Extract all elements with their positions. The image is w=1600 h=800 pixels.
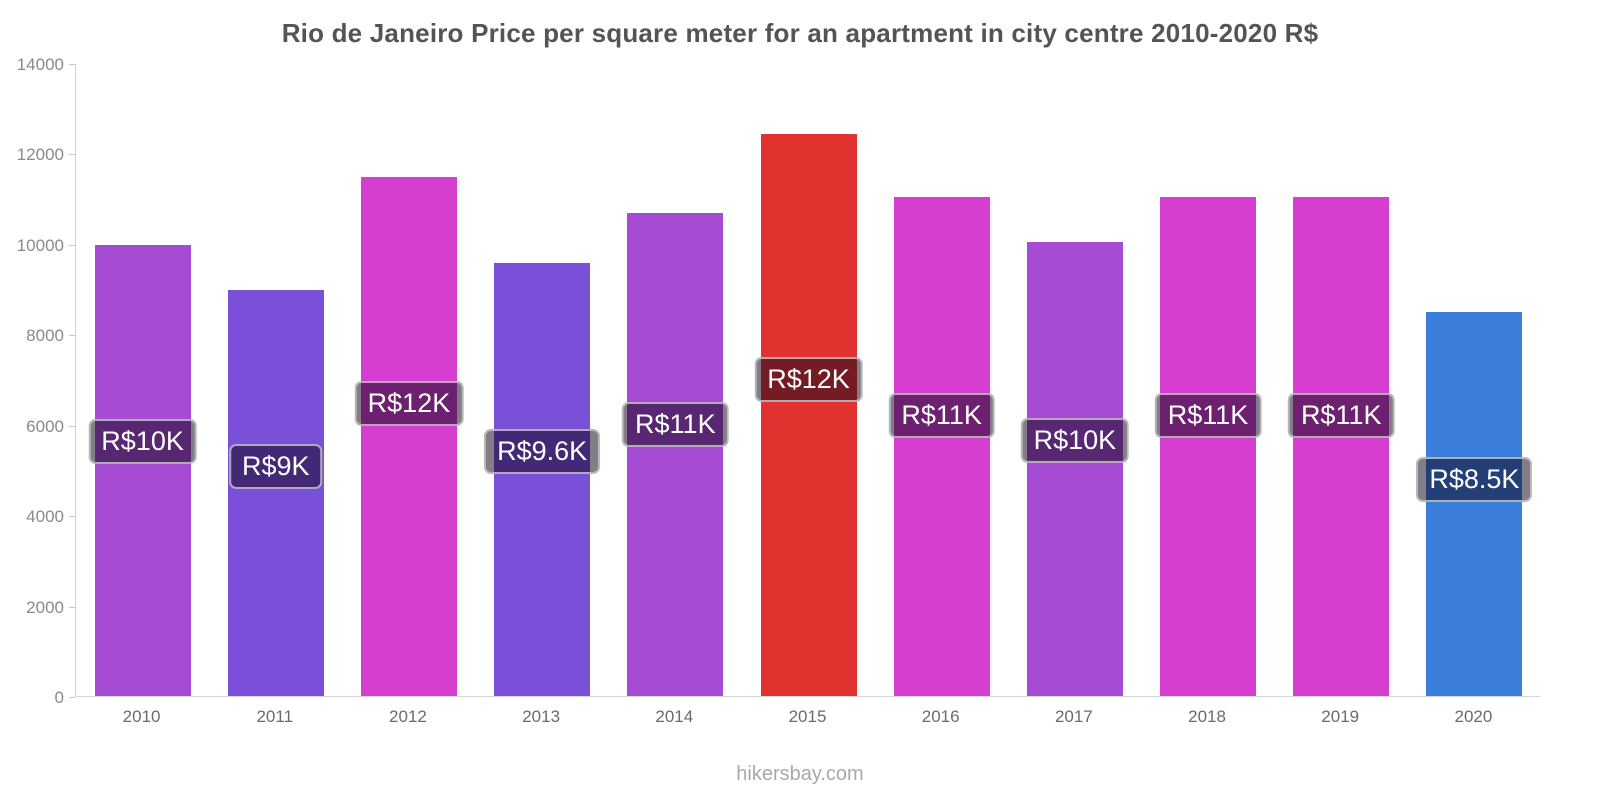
y-axis-tick-label: 4000 — [26, 507, 64, 527]
x-axis-label: 2020 — [1454, 707, 1493, 726]
bar-value-label: R$9.6K — [484, 429, 601, 475]
x-axis-label: 2012 — [389, 707, 427, 726]
y-axis-tick-label: 10000 — [16, 235, 64, 255]
bar-2010: R$10K — [88, 244, 197, 696]
bar-value-label: R$11K — [888, 392, 995, 438]
y-axis-tick-mark — [69, 64, 75, 65]
y-axis-tick-label: 8000 — [26, 326, 64, 346]
y-axis-tick-mark — [69, 244, 75, 246]
bar-2016: R$11K — [888, 197, 995, 696]
bar-2013: R$9.6K — [484, 262, 601, 696]
x-axis-label: 2014 — [655, 707, 694, 726]
y-axis-tick-label: 0 — [54, 688, 64, 707]
y-axis-tick-mark — [69, 516, 75, 518]
chart-title: Rio de Janeiro Price per square meter fo… — [281, 18, 1319, 48]
bar-2018: R$11K — [1154, 197, 1262, 696]
bar-value-label: R$10K — [88, 419, 197, 465]
footer-watermark: hikersbay.com — [736, 763, 864, 785]
bar-value-label: R$11K — [622, 401, 729, 447]
y-axis-tick-mark — [69, 697, 75, 698]
y-axis-tick-label: 6000 — [26, 416, 64, 436]
x-axis-label: 2016 — [921, 707, 960, 726]
y-axis-tick-mark — [69, 606, 75, 608]
y-axis-tick-mark — [69, 425, 75, 427]
y-axis-tick-label: 12000 — [16, 145, 64, 165]
bar-2019: R$11K — [1287, 197, 1395, 696]
y-axis-tick-label: 14000 — [16, 55, 64, 74]
bar-2017: R$10K — [1020, 242, 1130, 696]
y-axis-tick-mark — [69, 335, 75, 337]
x-axis-label: 2019 — [1321, 707, 1360, 726]
bar-2020: R$8.5K — [1416, 312, 1533, 696]
bar-value-label: R$12K — [354, 381, 464, 427]
bar-value-label: R$11K — [1287, 392, 1395, 438]
bar-value-label: R$8.5K — [1416, 457, 1533, 503]
bar-2014: R$11K — [622, 212, 729, 696]
y-axis-tick-label: 2000 — [26, 597, 64, 617]
x-axis-label: 2017 — [1054, 707, 1093, 726]
bar-value-label: R$12K — [754, 357, 863, 403]
x-axis-label: 2018 — [1188, 707, 1226, 726]
x-axis-label: 2010 — [122, 707, 161, 726]
x-axis-label: 2011 — [256, 707, 294, 726]
bar-value-label: R$10K — [1020, 417, 1130, 463]
bar-value-label: R$11K — [1154, 392, 1262, 438]
y-axis-tick-mark — [69, 154, 75, 156]
x-axis-label: 2015 — [788, 707, 827, 726]
bar-2012: R$12K — [354, 176, 464, 696]
bar-2015: R$12K — [754, 133, 863, 696]
bar-2011: R$9K — [227, 289, 324, 696]
x-axis-label: 2013 — [522, 707, 561, 726]
bar-value-label: R$9K — [228, 444, 323, 490]
plot-area: R$10K R$9K R$12K R$9.6K R$11K R$12K R$11K R$10K… — [75, 64, 1540, 697]
